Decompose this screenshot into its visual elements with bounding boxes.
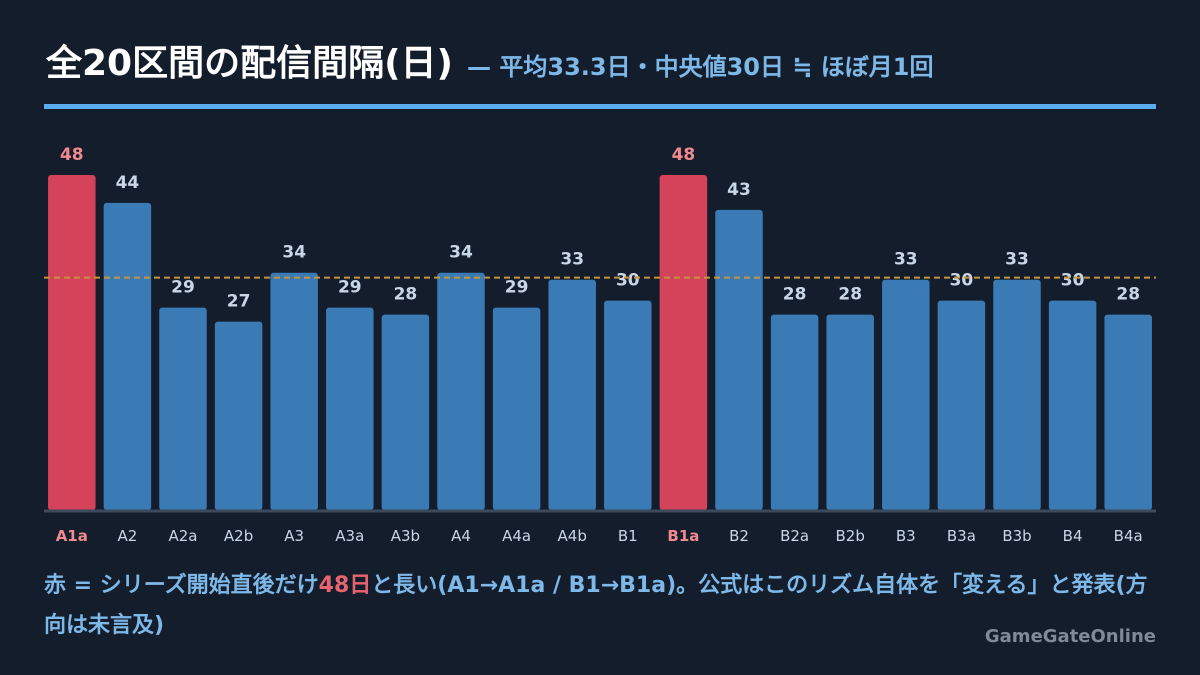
credit: GameGateOnline (984, 626, 1156, 647)
value-label-B3: 33 (894, 250, 918, 270)
bar-B4a (1104, 314, 1152, 510)
value-label-A3a: 29 (338, 278, 362, 298)
value-label-A4: 34 (449, 243, 473, 263)
value-label-B1: 30 (616, 271, 640, 291)
bar-B4 (1048, 300, 1097, 510)
bar-A4b (548, 279, 596, 510)
value-label-A2a: 29 (171, 278, 195, 298)
value-label-A3: 34 (282, 243, 306, 263)
value-label-B2a: 28 (783, 285, 807, 305)
category-label-A2b: A2b (224, 527, 253, 545)
bar-A4 (437, 272, 485, 510)
category-label-B3: B3 (896, 527, 916, 545)
value-label-A2b: 27 (227, 292, 251, 312)
value-label-B3a: 30 (950, 271, 974, 291)
value-label-A3b: 28 (394, 285, 418, 305)
bar-B2b (826, 314, 874, 510)
bar-B3 (882, 279, 930, 510)
bar-chart: 48 A1a 44 A2 29 A2a 27 A2b 34 A3 29 A3a 28 A3b 34 A4 29 A… (44, 145, 1156, 545)
bar-A3a (326, 307, 374, 510)
category-label-A4a: A4a (502, 527, 531, 545)
bar-B3a (937, 300, 986, 510)
category-label-A3: A3 (284, 527, 304, 545)
bar-A1a (48, 175, 96, 510)
bar-B1a (659, 175, 708, 510)
category-label-A4b: A4b (558, 527, 587, 545)
value-label-B1a: 48 (672, 145, 696, 165)
category-label-B3b: B3b (1002, 527, 1031, 545)
bar-B2 (715, 209, 763, 511)
category-label-B2b: B2b (836, 527, 865, 545)
bar-A4a (492, 307, 541, 510)
value-label-A4a: 29 (505, 278, 529, 298)
footnote-highlight: 48日 (318, 573, 372, 598)
category-label-B1a: B1a (667, 527, 699, 545)
category-label-B2: B2 (729, 527, 749, 545)
footnote-text-1: 赤 = シリーズ開始直後だけ (44, 573, 319, 598)
value-label-A1a: 48 (60, 145, 84, 165)
footnote: 赤 = シリーズ開始直後だけ48日と長い(A1→A1a / B1→B1a)。公式… (44, 566, 1159, 646)
category-label-A4: A4 (451, 527, 471, 545)
bar-B1 (604, 300, 652, 510)
bar-A3b (381, 314, 430, 510)
category-label-A1a: A1a (56, 527, 88, 545)
value-label-B4a: 28 (1116, 285, 1140, 305)
category-label-B4a: B4a (1114, 527, 1143, 545)
value-label-B2: 43 (727, 180, 751, 200)
chart-header: 全20区間の配信間隔(日) — 平均33.3日・中央値30日 ≒ ほぼ月1回 (46, 34, 1160, 86)
value-label-B4: 30 (1061, 271, 1085, 291)
bar-B2a (770, 314, 819, 510)
bar-A2b (214, 321, 263, 510)
header-divider (44, 104, 1156, 109)
value-label-B2b: 28 (838, 285, 862, 305)
category-label-B1: B1 (618, 527, 638, 545)
category-label-B4: B4 (1063, 527, 1083, 545)
chart-subtitle: — 平均33.3日・中央値30日 ≒ ほぼ月1回 (467, 53, 934, 81)
value-label-A2: 44 (116, 173, 140, 193)
category-label-A2a: A2a (169, 527, 198, 545)
bar-A2a (159, 307, 207, 510)
chart-title: 全20区間の配信間隔(日) (46, 43, 454, 84)
category-label-A3b: A3b (391, 527, 420, 545)
value-label-B3b: 33 (1005, 250, 1029, 270)
bar-B3b (993, 279, 1041, 510)
category-label-A3a: A3a (335, 527, 364, 545)
bar-A3 (270, 272, 318, 510)
bar-A2 (103, 202, 152, 510)
value-label-A4b: 33 (560, 250, 584, 270)
category-label-A2: A2 (117, 527, 137, 545)
category-label-B3a: B3a (947, 527, 976, 545)
footnote-text-2: と長い(A1→A1a / B1→B1a)。公式はこのリズム自体を「変える」と発表… (44, 573, 1148, 638)
category-label-B2a: B2a (780, 527, 809, 545)
